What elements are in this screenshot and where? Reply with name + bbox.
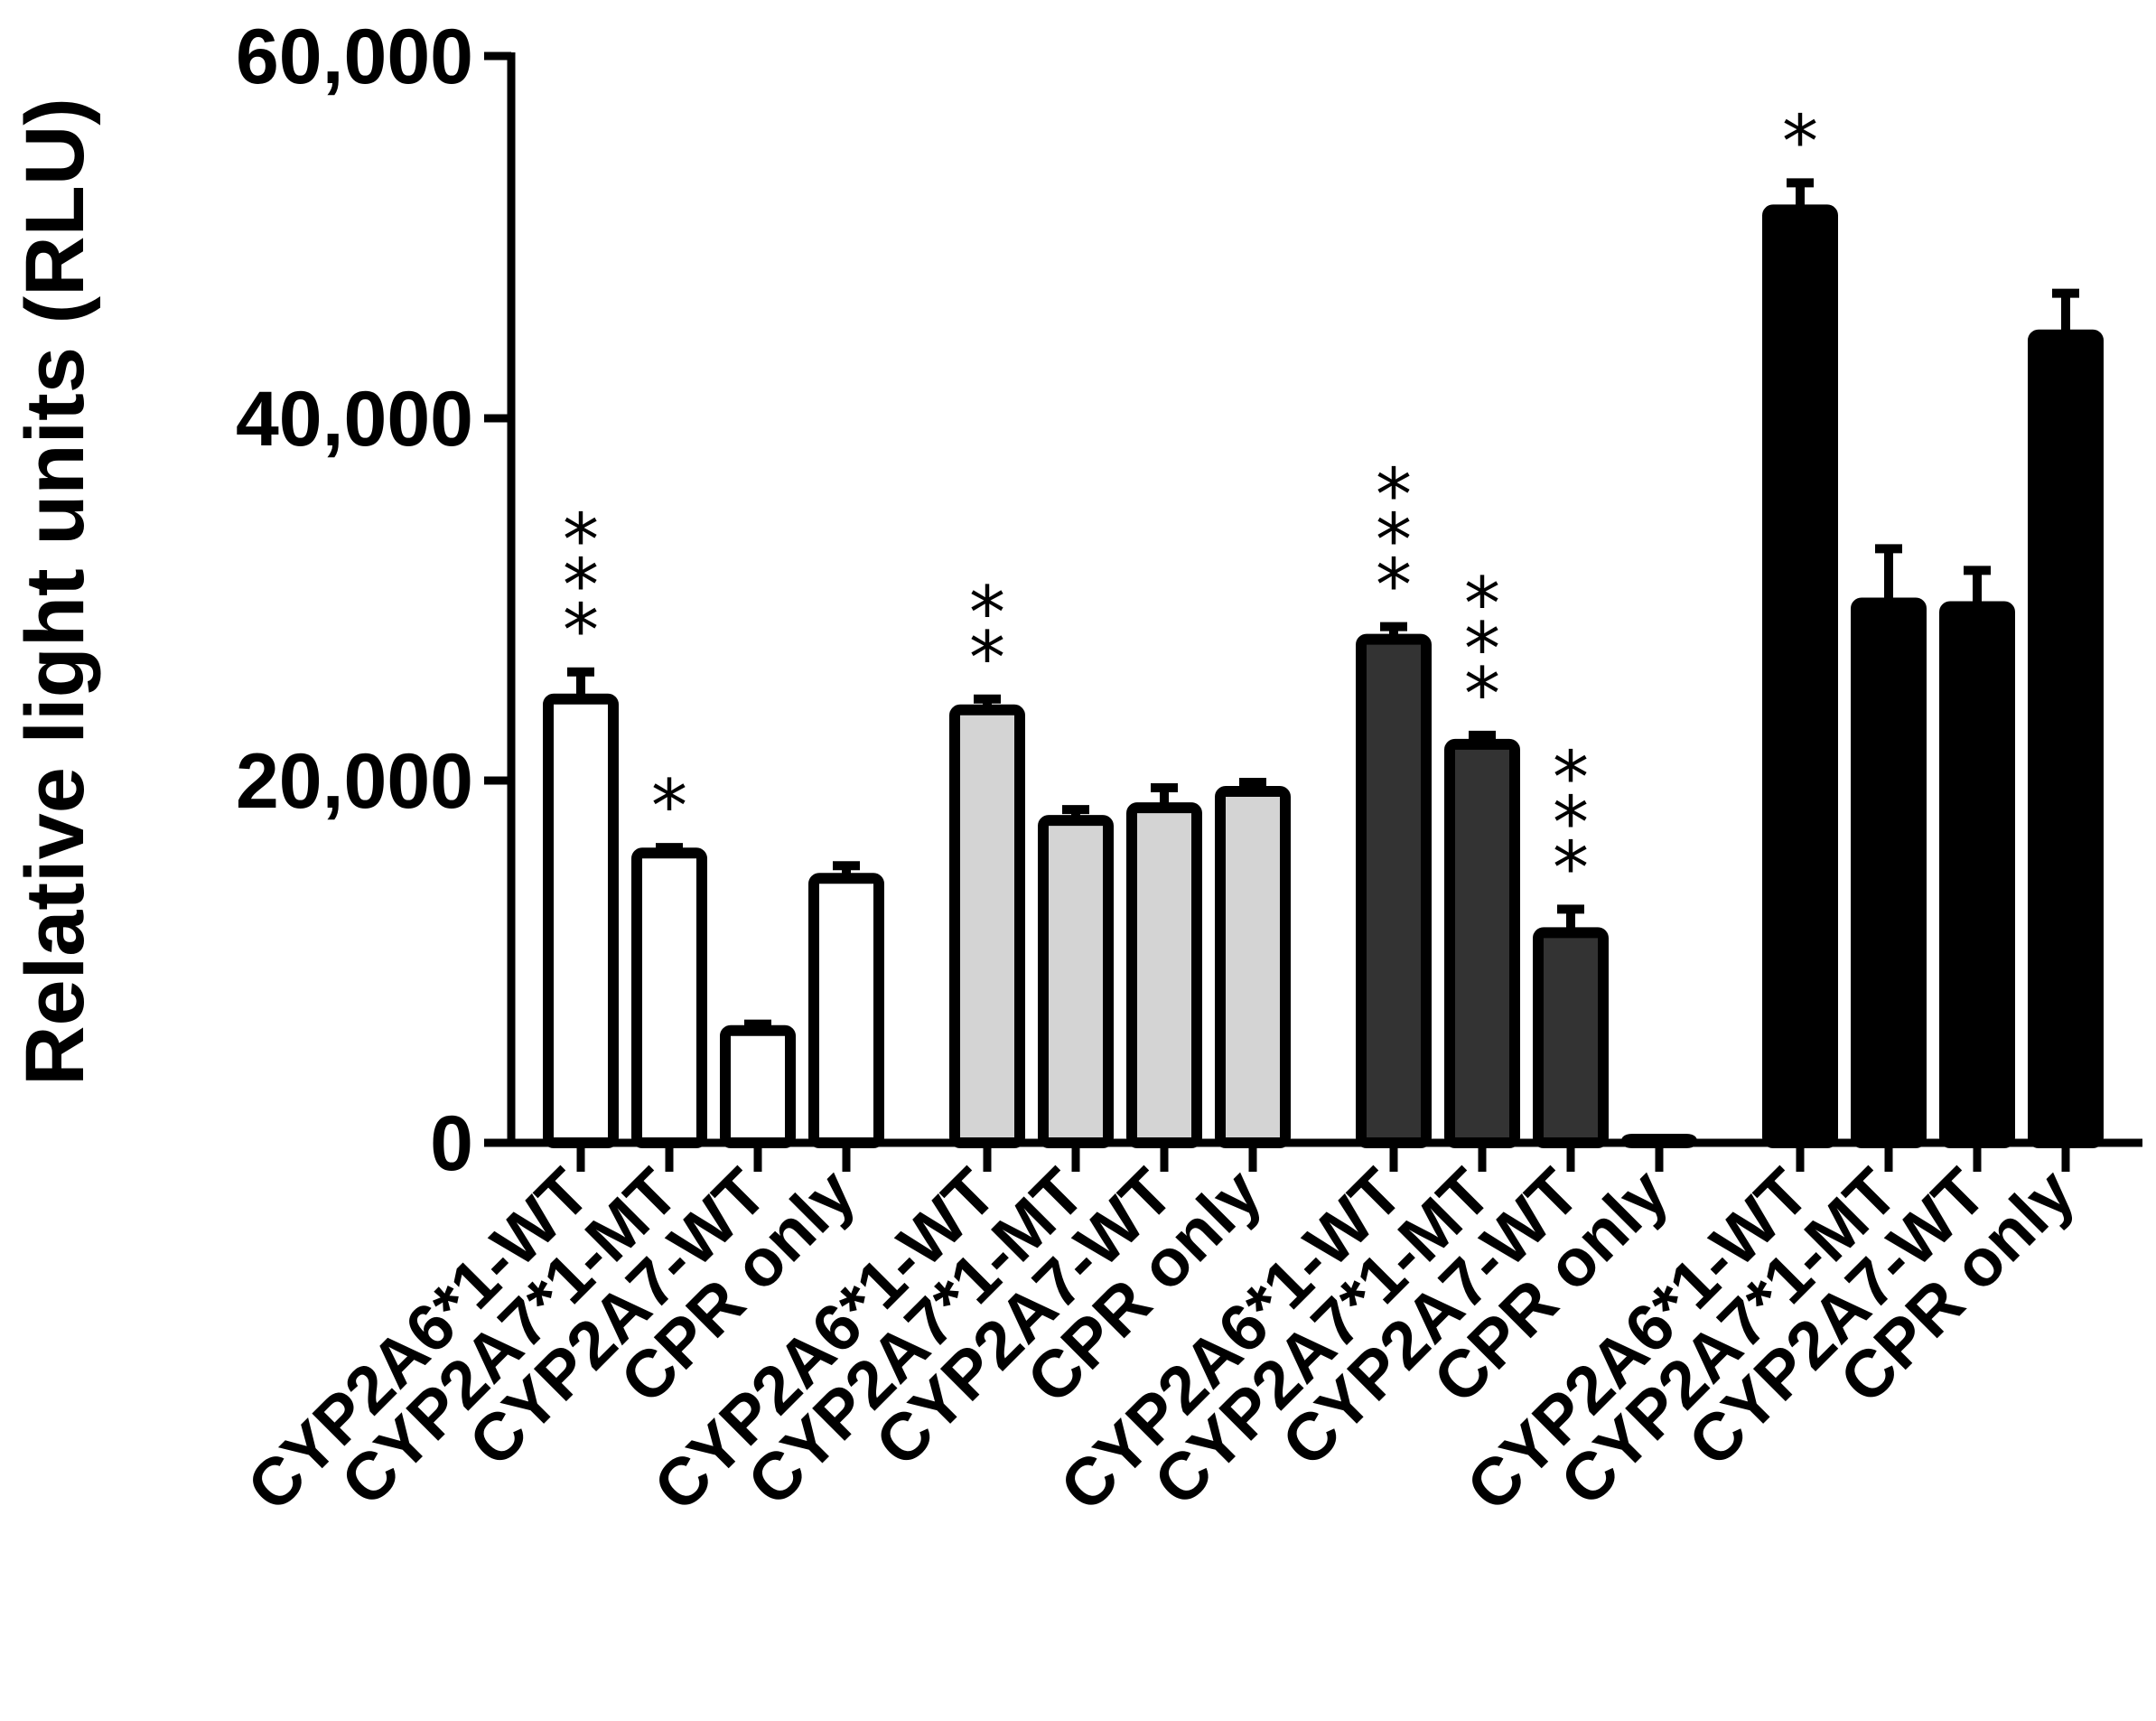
significance-mark: *	[563, 499, 599, 583]
significance-mark: *	[969, 616, 1005, 700]
bar	[1126, 802, 1202, 1148]
significance-mark: *	[969, 571, 1005, 655]
significance-mark: *	[1464, 652, 1500, 736]
bars: ****** **********	[543, 99, 2104, 1149]
bar	[1533, 927, 1609, 1149]
y-tick-label: 0	[430, 1100, 473, 1187]
bar	[2028, 329, 2104, 1148]
bar	[543, 693, 619, 1149]
bar	[1038, 815, 1114, 1148]
significance-mark: *	[1553, 781, 1589, 865]
bar	[1939, 601, 2015, 1148]
bar	[1851, 597, 1927, 1148]
bar	[808, 873, 884, 1149]
bar	[1621, 1133, 1697, 1148]
significance-mark: *	[1376, 499, 1412, 583]
significance-mark: *	[1782, 99, 1818, 183]
significance-mark: *	[1376, 454, 1412, 538]
bar	[720, 1024, 796, 1148]
significance-mark: *	[1376, 544, 1412, 628]
bar	[1356, 633, 1432, 1148]
bar	[631, 847, 707, 1148]
significance-mark: *	[1464, 562, 1500, 646]
bar	[1444, 738, 1520, 1149]
bar	[1762, 204, 1838, 1148]
y-tick-label: 60,000	[236, 14, 473, 100]
significance-mark: *	[563, 544, 599, 628]
y-tick-label: 20,000	[236, 738, 473, 825]
significance-mark: *	[651, 764, 687, 848]
y-tick-label: 40,000	[236, 376, 473, 463]
bar	[1215, 786, 1291, 1149]
significance-mark: *	[1553, 735, 1589, 819]
significance-mark: *	[563, 589, 599, 673]
significance-mark: *	[1464, 607, 1500, 691]
bar	[949, 704, 1025, 1148]
y-axis-title: Relative light units (RLU)	[9, 98, 101, 1086]
significance-mark: *	[1553, 826, 1589, 910]
